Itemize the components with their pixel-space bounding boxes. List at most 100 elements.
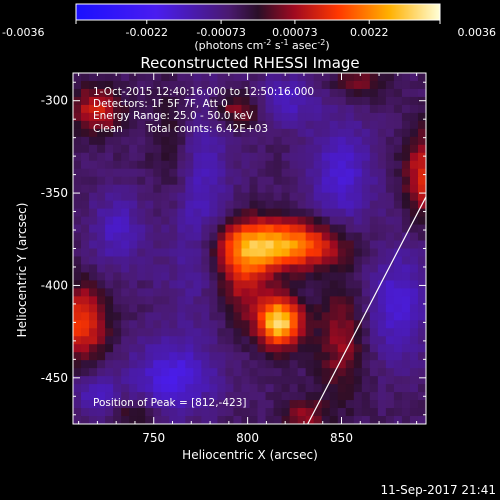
heatmap-cell (289, 216, 299, 226)
heatmap-cell (105, 240, 114, 250)
heatmap-cell (137, 240, 146, 250)
heatmap-cell (257, 288, 267, 297)
heatmap-cell (297, 392, 307, 401)
heatmap-cell (297, 304, 307, 313)
heatmap-cell (361, 384, 371, 393)
heatmap-cell (233, 224, 243, 234)
heatmap-cell (113, 96, 122, 106)
heatmap-cell (169, 216, 178, 226)
heatmap-cell (345, 344, 355, 353)
heatmap-cell (137, 416, 146, 424)
heatmap-cell (113, 112, 122, 122)
heatmap-cell (257, 384, 267, 393)
heatmap-cell (233, 272, 243, 282)
heatmap-cell (313, 288, 323, 297)
heatmap-cell (129, 304, 138, 313)
heatmap-cell (249, 288, 259, 297)
heatmap-cell (337, 240, 347, 250)
heatmap-cell (233, 240, 243, 250)
heatmap-cell (385, 312, 395, 321)
heatmap-cell (329, 336, 339, 345)
heatmap-cell (121, 384, 130, 393)
heatmap-cell (241, 360, 251, 369)
heatmap-cell (81, 96, 90, 106)
heatmap-cell (177, 312, 186, 321)
heatmap-cell (241, 264, 251, 274)
heatmap-cell (249, 264, 259, 274)
heatmap-cell (337, 384, 347, 393)
heatmap-cell (281, 152, 291, 162)
heatmap-cell (353, 352, 363, 361)
heatmap-cell (73, 344, 82, 353)
heatmap-cell (185, 280, 194, 289)
heatmap-cell (361, 136, 371, 146)
heatmap-cell (369, 384, 379, 393)
heatmap-cell (169, 224, 178, 234)
heatmap-cell (393, 376, 403, 385)
heatmap-cell (177, 376, 186, 385)
heatmap-cell (89, 272, 98, 282)
heatmap-cell (201, 128, 210, 138)
heatmap-cell (185, 288, 194, 297)
heatmap-cell (385, 272, 395, 282)
heatmap-cell (393, 73, 403, 82)
heatmap-cell (193, 184, 202, 194)
heatmap-cell (137, 312, 146, 321)
heatmap-cell (281, 168, 291, 178)
heatmap-cell (329, 192, 339, 202)
heatmap-cell (153, 96, 162, 106)
heatmap-cell (329, 144, 339, 154)
heatmap-cell (249, 224, 259, 234)
heatmap-cell (249, 200, 259, 210)
heatmap-cell (209, 73, 219, 82)
heatmap-cell (105, 216, 114, 226)
heatmap-cell (89, 216, 98, 226)
heatmap-cell (417, 352, 426, 361)
heatmap-cell (273, 152, 283, 162)
heatmap-cell (337, 312, 347, 321)
heatmap-cell (161, 336, 170, 345)
heatmap-cell (217, 360, 227, 369)
heatmap-cell (281, 104, 291, 114)
heatmap-cell (377, 152, 387, 162)
heatmap-cell (377, 160, 387, 170)
heatmap-cell (257, 248, 267, 258)
heatmap-cell (297, 216, 307, 226)
heatmap-cell (81, 88, 90, 98)
heatmap-cell (177, 384, 186, 393)
heatmap-cell (337, 80, 347, 90)
heatmap-cell (97, 200, 106, 210)
heatmap-cell (337, 360, 347, 369)
heatmap-cell (345, 416, 355, 424)
heatmap-cell (337, 112, 347, 122)
heatmap-cell (113, 256, 122, 266)
heatmap-cell (89, 296, 98, 305)
heatmap-cell (121, 392, 130, 401)
heatmap-cell (105, 392, 114, 401)
heatmap-cell (257, 112, 267, 122)
heatmap-cell (185, 224, 194, 234)
heatmap-cell (273, 112, 283, 122)
heatmap-cell (401, 296, 411, 305)
heatmap-cell (401, 88, 411, 98)
heatmap-cell (105, 304, 114, 313)
heatmap-cell (185, 312, 194, 321)
heatmap-cell (409, 416, 419, 424)
heatmap-cell (209, 328, 219, 337)
heatmap-cell (393, 168, 403, 178)
heatmap-cell (361, 80, 371, 90)
heatmap-cell (161, 168, 170, 178)
heatmap-cell (409, 192, 419, 202)
heatmap-cell (249, 256, 259, 266)
heatmap-cell (233, 384, 243, 393)
heatmap-cell (297, 360, 307, 369)
heatmap-cell (81, 128, 90, 138)
heatmap-cell (97, 192, 106, 202)
heatmap-cell (233, 312, 243, 321)
heatmap-cell (177, 136, 186, 146)
heatmap-cell (281, 296, 291, 305)
heatmap-cell (409, 400, 419, 409)
heatmap-cell (297, 112, 307, 122)
heatmap-cell (97, 232, 106, 242)
heatmap-cell (417, 384, 426, 393)
